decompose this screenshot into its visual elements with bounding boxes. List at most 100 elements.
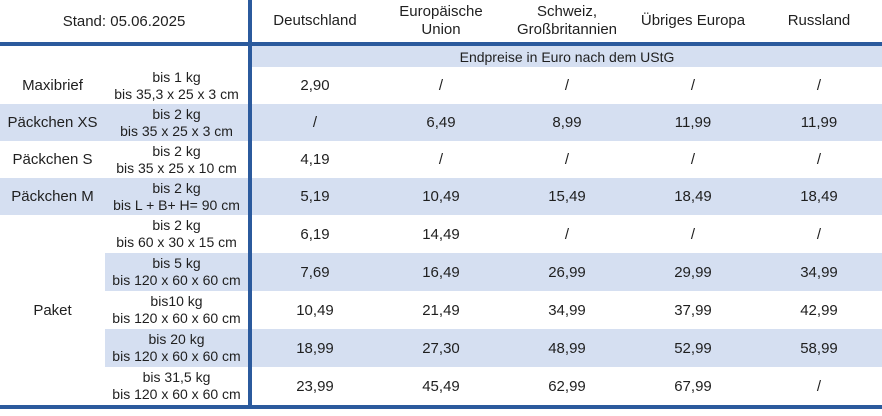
price-cell: /	[438, 77, 444, 94]
weight-limit: bis 2 kg	[152, 217, 201, 233]
product-cell: Maxibrief	[22, 77, 83, 94]
price-cell: 42,99	[800, 301, 838, 319]
price-cell: 7,69	[252, 253, 378, 291]
size-cell: bis 31,5 kg bis 120 x 60 x 60 cm	[105, 367, 248, 405]
dimension-limit: bis 120 x 60 x 60 cm	[112, 310, 241, 326]
product-cell: Päckchen XS	[0, 104, 105, 141]
price-cell: /	[816, 225, 822, 243]
price-cell: /	[690, 151, 696, 168]
size-cell: bis 2 kg bis 60 x 30 x 15 cm	[105, 215, 248, 253]
table-header-row: Stand: 05.06.2025 Deutschland Europäisch…	[0, 0, 882, 42]
weight-limit: bis 1 kg	[152, 68, 201, 85]
table-row-maxibrief: Maxibrief bis 1 kg bis 35,3 x 25 x 3 cm …	[0, 67, 882, 104]
table-row-paeckchen-s: Päckchen S bis 2 kg bis 35 x 25 x 10 cm …	[0, 141, 882, 178]
column-header-eu: Europäische Union	[399, 3, 483, 38]
table-row-paeckchen-xs: Päckchen XS bis 2 kg bis 35 x 25 x 3 cm …	[0, 104, 882, 141]
price-cell: 58,99	[756, 329, 882, 367]
column-header-uebriges-europa: Übriges Europa	[640, 12, 746, 29]
dimension-limit: bis 60 x 30 x 15 cm	[116, 234, 237, 250]
price-cell: 34,99	[548, 301, 586, 319]
table-row-paket-20kg: bis 20 kg bis 120 x 60 x 60 cm 18,99 27,…	[105, 329, 882, 367]
price-cell: 4,19	[300, 151, 330, 168]
price-cell: 27,30	[378, 329, 504, 367]
product-cell: Päckchen S	[12, 151, 93, 168]
price-cell: 34,99	[756, 253, 882, 291]
price-cell: 10,49	[296, 301, 334, 319]
price-cell: 26,99	[504, 253, 630, 291]
price-cell: /	[564, 77, 570, 94]
price-cell: 11,99	[630, 104, 756, 141]
weight-limit: bis 31,5 kg	[142, 369, 211, 385]
dimension-limit: bis L + B+ H= 90 cm	[113, 196, 240, 213]
table-row-paeckchen-m: Päckchen M bis 2 kg bis L + B+ H= 90 cm …	[0, 178, 882, 215]
bottom-border-line	[0, 405, 882, 409]
table-rowgroup-paket: Paket bis 2 kg bis 60 x 30 x 15 cm 6,19 …	[0, 215, 882, 405]
price-cell: 67,99	[674, 377, 712, 395]
price-cell: 6,49	[378, 104, 504, 141]
table-row-paket-10kg: bis10 kg bis 120 x 60 x 60 cm 10,49 21,4…	[105, 291, 882, 329]
size-cell: bis 5 kg bis 120 x 60 x 60 cm	[105, 253, 248, 291]
price-cell: 16,49	[378, 253, 504, 291]
price-cell: /	[690, 77, 696, 94]
price-cell: 10,49	[378, 178, 504, 215]
price-cell: 21,49	[422, 301, 460, 319]
price-cell: /	[564, 151, 570, 168]
price-cell: 48,99	[504, 329, 630, 367]
size-cell: bis 2 kg bis 35 x 25 x 3 cm	[105, 104, 248, 141]
price-cell: 15,49	[504, 178, 630, 215]
size-cell: bis 20 kg bis 120 x 60 x 60 cm	[105, 329, 248, 367]
product-cell-paket-merged: Paket	[0, 215, 105, 405]
price-cell: 14,49	[422, 225, 460, 243]
header-divider-line	[0, 42, 882, 46]
dimension-limit: bis 120 x 60 x 60 cm	[112, 348, 241, 364]
dimension-limit: bis 35 x 25 x 3 cm	[120, 122, 233, 139]
table-row-paket-5kg: bis 5 kg bis 120 x 60 x 60 cm 7,69 16,49…	[105, 253, 882, 291]
price-cell: 18,99	[252, 329, 378, 367]
price-cell: /	[816, 377, 822, 395]
price-cell: 29,99	[630, 253, 756, 291]
weight-limit: bis 2 kg	[152, 142, 201, 159]
column-header-deutschland: Deutschland	[273, 12, 357, 29]
weight-limit: bis 5 kg	[152, 255, 201, 271]
subheader-row: Endpreise in Euro nach dem UStG	[0, 46, 882, 67]
column-header-schweiz-gb: Schweiz, Großbritannien	[516, 3, 618, 38]
price-cell: 11,99	[756, 104, 882, 141]
price-cell: 18,49	[630, 178, 756, 215]
price-cell: 45,49	[422, 377, 460, 395]
price-cell: /	[816, 77, 822, 94]
price-cell: /	[816, 151, 822, 168]
vertical-divider	[248, 0, 252, 409]
product-cell: Päckchen M	[0, 178, 105, 215]
stand-date-label: Stand: 05.06.2025	[62, 12, 186, 30]
dimension-limit: bis 35 x 25 x 10 cm	[116, 159, 237, 176]
size-cell: bis10 kg bis 120 x 60 x 60 cm	[105, 291, 248, 329]
price-cell: /	[438, 151, 444, 168]
table-row-paket-31-5kg: bis 31,5 kg bis 120 x 60 x 60 cm 23,99 4…	[105, 367, 882, 405]
size-cell: bis 2 kg bis L + B+ H= 90 cm	[105, 178, 248, 215]
price-cell: 62,99	[548, 377, 586, 395]
price-cell: /	[690, 225, 696, 243]
price-cell: 5,19	[252, 178, 378, 215]
size-cell: bis 1 kg bis 35,3 x 25 x 3 cm	[105, 67, 248, 104]
price-cell: 6,19	[300, 225, 330, 243]
weight-limit: bis 2 kg	[152, 105, 201, 122]
subheader-note: Endpreise in Euro nach dem UStG	[252, 46, 882, 67]
weight-limit: bis 2 kg	[152, 179, 201, 196]
dimension-limit: bis 120 x 60 x 60 cm	[112, 272, 241, 288]
dimension-limit: bis 35,3 x 25 x 3 cm	[114, 85, 239, 102]
price-cell: 52,99	[630, 329, 756, 367]
price-cell: /	[564, 225, 570, 243]
price-cell: 18,49	[756, 178, 882, 215]
subheader-spacer	[0, 46, 252, 67]
price-cell: 37,99	[674, 301, 712, 319]
price-cell: 23,99	[296, 377, 334, 395]
weight-limit: bis10 kg	[150, 293, 203, 309]
dimension-limit: bis 120 x 60 x 60 cm	[112, 386, 241, 402]
price-cell: 2,90	[300, 77, 330, 94]
price-cell: 8,99	[504, 104, 630, 141]
table-row-paket-2kg: bis 2 kg bis 60 x 30 x 15 cm 6,19 14,49 …	[105, 215, 882, 253]
column-header-russland: Russland	[787, 12, 851, 29]
size-cell: bis 2 kg bis 35 x 25 x 10 cm	[105, 141, 248, 178]
weight-limit: bis 20 kg	[148, 331, 205, 347]
